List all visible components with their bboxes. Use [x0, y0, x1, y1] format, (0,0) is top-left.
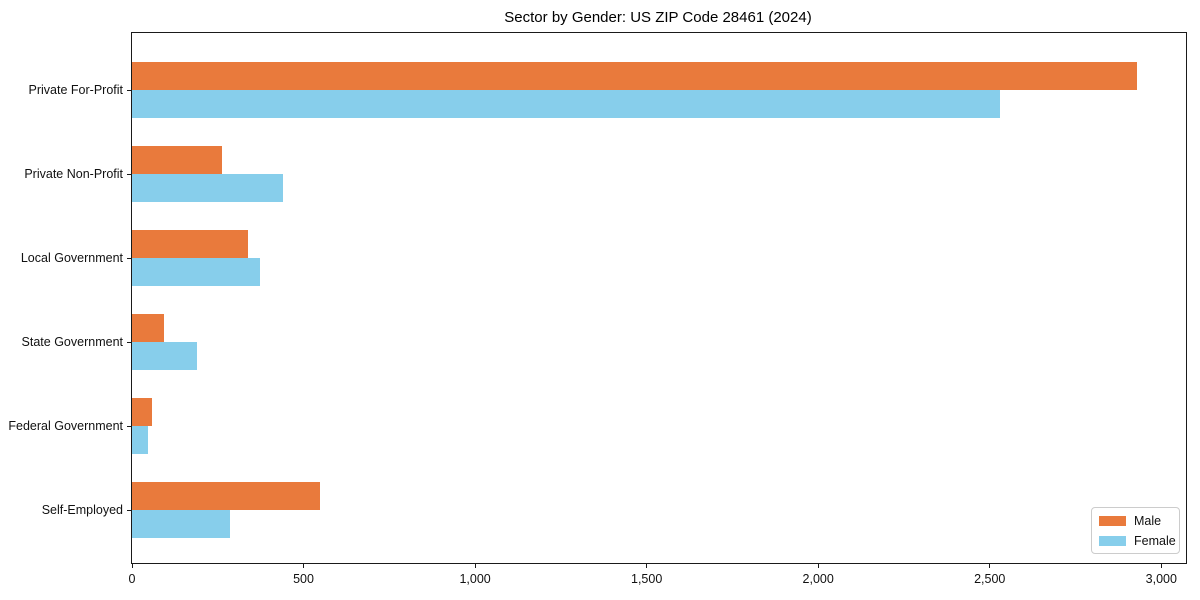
y-tick-mark: [127, 257, 132, 259]
x-tick-label: 3,000: [1145, 572, 1177, 586]
y-tick-mark: [127, 341, 132, 343]
bar-male-private-for-profit: [132, 62, 1137, 90]
x-tick-mark: [474, 563, 476, 568]
y-tick-label: State Government: [21, 335, 123, 349]
bar-female-local-government: [132, 258, 260, 286]
x-tick-mark: [989, 563, 991, 568]
x-tick-label: 1,000: [459, 572, 491, 586]
y-tick-mark: [127, 173, 132, 175]
y-tick-mark: [127, 509, 132, 511]
chart-title: Sector by Gender: US ZIP Code 28461 (202…: [504, 9, 812, 26]
legend-entry-female: Female: [1099, 534, 1176, 548]
legend: Male Female: [1091, 507, 1180, 554]
x-tick-mark: [303, 563, 305, 568]
x-tick-label: 2,000: [802, 572, 834, 586]
x-tick-mark: [1160, 563, 1162, 568]
legend-entry-male: Male: [1099, 514, 1171, 528]
bar-male-federal-government: [132, 398, 152, 426]
legend-swatch-female: [1099, 535, 1126, 546]
y-tick-label: Federal Government: [8, 419, 123, 433]
bar-male-local-government: [132, 230, 248, 258]
x-tick-label: 2,500: [974, 572, 1006, 586]
y-tick-mark: [127, 425, 132, 427]
x-tick-mark: [817, 563, 819, 568]
bar-female-self-employed: [132, 510, 230, 538]
x-tick-label: 1,500: [631, 572, 663, 586]
x-tick-label: 0: [128, 572, 136, 586]
bar-male-private-non-profit: [132, 146, 222, 174]
x-tick-label: 500: [293, 572, 314, 586]
y-tick-label: Local Government: [20, 251, 123, 265]
legend-swatch-male: [1099, 515, 1126, 526]
bar-male-state-government: [132, 314, 164, 342]
bar-female-private-for-profit: [132, 90, 1000, 118]
bar-male-self-employed: [132, 482, 320, 510]
plot-area: Male Female Private For-Profit Private No…: [8, 32, 1187, 586]
bar-female-state-government: [132, 342, 197, 370]
y-tick-label: Private For-Profit: [28, 83, 123, 97]
y-tick-label: Self-Employed: [41, 503, 123, 517]
legend-label-male: Male: [1134, 513, 1162, 528]
legend-label-female: Female: [1134, 533, 1176, 548]
bar-female-private-non-profit: [132, 174, 283, 202]
x-tick-mark: [646, 563, 648, 568]
y-tick-mark: [127, 89, 132, 91]
x-tick-mark: [131, 563, 133, 568]
bar-female-federal-government: [132, 426, 148, 454]
y-tick-label: Private Non-Profit: [24, 167, 123, 181]
